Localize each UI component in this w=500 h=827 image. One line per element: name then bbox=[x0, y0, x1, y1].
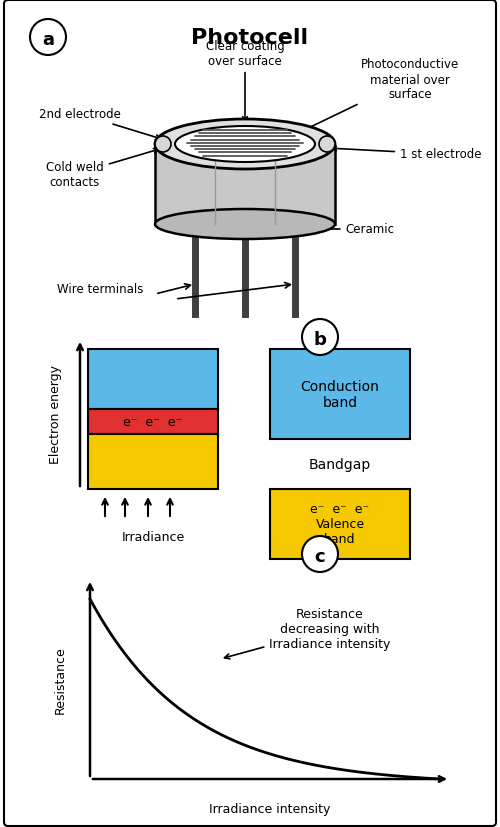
Circle shape bbox=[155, 136, 171, 153]
Circle shape bbox=[302, 319, 338, 356]
Bar bbox=[88, 350, 218, 409]
Text: 1 st electrode: 1 st electrode bbox=[332, 147, 482, 161]
Text: Wire terminals: Wire terminals bbox=[57, 283, 143, 296]
Bar bbox=[88, 409, 218, 434]
Bar bbox=[88, 434, 218, 490]
Text: Photocell: Photocell bbox=[192, 28, 308, 48]
Text: Conduction
band: Conduction band bbox=[300, 380, 380, 409]
Ellipse shape bbox=[175, 127, 315, 163]
Text: e⁻  e⁻  e⁻
Valence
band: e⁻ e⁻ e⁻ Valence band bbox=[310, 503, 370, 546]
Text: Electron energy: Electron energy bbox=[48, 365, 62, 464]
Bar bbox=[270, 490, 410, 559]
Text: Irradiance: Irradiance bbox=[122, 531, 184, 544]
Text: Resistance
decreasing with
Irradiance intensity: Resistance decreasing with Irradiance in… bbox=[224, 608, 390, 659]
Circle shape bbox=[302, 537, 338, 572]
Text: c: c bbox=[314, 547, 326, 566]
Text: Photoconductive
material over
surface: Photoconductive material over surface bbox=[304, 59, 459, 131]
Text: Irradiance intensity: Irradiance intensity bbox=[210, 802, 330, 815]
Text: Clear coating
over surface: Clear coating over surface bbox=[206, 40, 284, 122]
Circle shape bbox=[30, 20, 66, 56]
Text: b: b bbox=[314, 331, 326, 348]
FancyBboxPatch shape bbox=[4, 1, 496, 826]
Text: e⁻  e⁻  e⁻: e⁻ e⁻ e⁻ bbox=[124, 415, 182, 428]
Text: a: a bbox=[42, 31, 54, 49]
Text: Resistance: Resistance bbox=[54, 645, 66, 713]
FancyBboxPatch shape bbox=[155, 149, 335, 225]
Text: Ceramic: Ceramic bbox=[300, 223, 394, 237]
Text: Cold weld
contacts: Cold weld contacts bbox=[46, 149, 158, 189]
Text: 2nd electrode: 2nd electrode bbox=[39, 108, 160, 141]
Ellipse shape bbox=[155, 210, 335, 240]
Circle shape bbox=[319, 136, 335, 153]
Ellipse shape bbox=[155, 120, 335, 170]
Text: Bandgap: Bandgap bbox=[309, 457, 371, 471]
Bar bbox=[270, 350, 410, 439]
